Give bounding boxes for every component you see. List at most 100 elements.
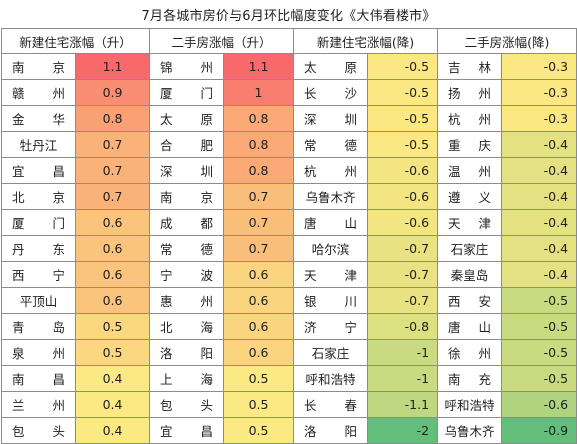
new-home-rise-value-cell[interactable]: 0.4 xyxy=(74,417,151,444)
new-home-rise-city-cell[interactable]: 包头 xyxy=(1,417,76,444)
new-home-fall-value-cell[interactable]: -0.7 xyxy=(367,287,439,314)
new-home-rise-value-cell[interactable]: 0.7 xyxy=(74,131,151,158)
new-home-rise-city-cell[interactable]: 宜昌 xyxy=(1,157,76,184)
resale-rise-city-cell[interactable]: 宜昌 xyxy=(149,417,225,444)
resale-rise-city-cell[interactable]: 合肥 xyxy=(149,131,225,158)
resale-rise-value-cell[interactable]: 1.1 xyxy=(223,53,295,80)
header-resale-rise[interactable]: 二手房涨幅（升） xyxy=(149,28,295,54)
new-home-fall-city-cell[interactable]: 银川 xyxy=(293,287,369,314)
new-home-rise-city-cell[interactable]: 平顶山 xyxy=(1,287,76,314)
new-home-rise-value-cell[interactable]: 0.4 xyxy=(74,365,151,392)
resale-fall-value-cell[interactable]: -0.4 xyxy=(501,183,577,210)
new-home-rise-value-cell[interactable]: 0.6 xyxy=(74,261,151,288)
resale-fall-city-cell[interactable]: 西安 xyxy=(437,287,503,314)
new-home-fall-city-cell[interactable]: 长沙 xyxy=(293,79,369,106)
resale-fall-city-cell[interactable]: 石家庄 xyxy=(437,235,503,262)
resale-rise-value-cell[interactable]: 0.7 xyxy=(223,183,295,210)
new-home-rise-value-cell[interactable]: 0.5 xyxy=(74,339,151,366)
new-home-rise-city-cell[interactable]: 厦门 xyxy=(1,209,76,236)
new-home-rise-city-cell[interactable]: 丹东 xyxy=(1,235,76,262)
resale-fall-value-cell[interactable]: -0.3 xyxy=(501,105,577,132)
new-home-fall-city-cell[interactable]: 哈尔滨 xyxy=(293,235,369,262)
new-home-fall-city-cell[interactable]: 唐山 xyxy=(293,209,369,236)
new-home-rise-city-cell[interactable]: 西宁 xyxy=(1,261,76,288)
new-home-fall-value-cell[interactable]: -0.5 xyxy=(367,53,439,80)
resale-fall-city-cell[interactable]: 呼和浩特 xyxy=(437,391,503,418)
new-home-rise-city-cell[interactable]: 南京 xyxy=(1,53,76,80)
new-home-fall-city-cell[interactable]: 呼和浩特 xyxy=(293,365,369,392)
resale-fall-value-cell[interactable]: -0.3 xyxy=(501,79,577,106)
resale-fall-city-cell[interactable]: 天津 xyxy=(437,209,503,236)
new-home-rise-value-cell[interactable]: 0.7 xyxy=(74,157,151,184)
resale-fall-value-cell[interactable]: -0.3 xyxy=(501,53,577,80)
resale-rise-value-cell[interactable]: 0.5 xyxy=(223,365,295,392)
resale-fall-value-cell[interactable]: -0.4 xyxy=(501,261,577,288)
resale-rise-value-cell[interactable]: 0.8 xyxy=(223,131,295,158)
new-home-fall-city-cell[interactable]: 济宁 xyxy=(293,313,369,340)
new-home-rise-value-cell[interactable]: 0.6 xyxy=(74,235,151,262)
resale-fall-value-cell[interactable]: -0.4 xyxy=(501,131,577,158)
new-home-fall-city-cell[interactable]: 乌鲁木齐 xyxy=(293,183,369,210)
resale-fall-value-cell[interactable]: -0.5 xyxy=(501,287,577,314)
new-home-fall-value-cell[interactable]: -0.5 xyxy=(367,79,439,106)
new-home-rise-value-cell[interactable]: 1.1 xyxy=(74,53,151,80)
resale-rise-city-cell[interactable]: 洛阳 xyxy=(149,339,225,366)
resale-rise-city-cell[interactable]: 太原 xyxy=(149,105,225,132)
new-home-fall-city-cell[interactable]: 太原 xyxy=(293,53,369,80)
resale-fall-value-cell[interactable]: -0.6 xyxy=(501,391,577,418)
resale-fall-value-cell[interactable]: -0.4 xyxy=(501,209,577,236)
new-home-rise-city-cell[interactable]: 泉州 xyxy=(1,339,76,366)
resale-fall-city-cell[interactable]: 遵义 xyxy=(437,183,503,210)
resale-fall-city-cell[interactable]: 重庆 xyxy=(437,131,503,158)
new-home-fall-value-cell[interactable]: -0.5 xyxy=(367,105,439,132)
new-home-fall-value-cell[interactable]: -0.8 xyxy=(367,313,439,340)
resale-fall-city-cell[interactable]: 乌鲁木齐 xyxy=(437,417,503,444)
new-home-rise-value-cell[interactable]: 0.8 xyxy=(74,105,151,132)
resale-rise-value-cell[interactable]: 0.6 xyxy=(223,339,295,366)
new-home-rise-city-cell[interactable]: 金华 xyxy=(1,105,76,132)
resale-fall-city-cell[interactable]: 扬州 xyxy=(437,79,503,106)
resale-rise-city-cell[interactable]: 包头 xyxy=(149,391,225,418)
new-home-fall-city-cell[interactable]: 杭州 xyxy=(293,157,369,184)
new-home-rise-city-cell[interactable]: 南昌 xyxy=(1,365,76,392)
resale-rise-city-cell[interactable]: 南京 xyxy=(149,183,225,210)
resale-fall-value-cell[interactable]: -0.9 xyxy=(501,417,577,444)
new-home-rise-city-cell[interactable]: 赣州 xyxy=(1,79,76,106)
resale-fall-city-cell[interactable]: 秦皇岛 xyxy=(437,261,503,288)
resale-rise-value-cell[interactable]: 0.6 xyxy=(223,287,295,314)
resale-rise-value-cell[interactable]: 0.5 xyxy=(223,391,295,418)
resale-fall-value-cell[interactable]: -0.5 xyxy=(501,365,577,392)
new-home-fall-value-cell[interactable]: -1 xyxy=(367,365,439,392)
new-home-rise-city-cell[interactable]: 青岛 xyxy=(1,313,76,340)
new-home-fall-value-cell[interactable]: -1 xyxy=(367,339,439,366)
resale-rise-value-cell[interactable]: 0.6 xyxy=(223,261,295,288)
new-home-fall-value-cell[interactable]: -2 xyxy=(367,417,439,444)
resale-fall-city-cell[interactable]: 吉林 xyxy=(437,53,503,80)
new-home-fall-value-cell[interactable]: -0.7 xyxy=(367,261,439,288)
new-home-rise-value-cell[interactable]: 0.6 xyxy=(74,209,151,236)
new-home-fall-value-cell[interactable]: -0.6 xyxy=(367,209,439,236)
resale-rise-value-cell[interactable]: 1 xyxy=(223,79,295,106)
resale-fall-city-cell[interactable]: 徐州 xyxy=(437,339,503,366)
resale-rise-value-cell[interactable]: 0.7 xyxy=(223,209,295,236)
resale-rise-value-cell[interactable]: 0.7 xyxy=(223,235,295,262)
new-home-rise-city-cell[interactable]: 牡丹江 xyxy=(1,131,76,158)
resale-rise-value-cell[interactable]: 0.8 xyxy=(223,105,295,132)
new-home-rise-value-cell[interactable]: 0.7 xyxy=(74,183,151,210)
new-home-fall-city-cell[interactable]: 洛阳 xyxy=(293,417,369,444)
resale-rise-city-cell[interactable]: 成都 xyxy=(149,209,225,236)
header-new-home-rise[interactable]: 新建住宅涨幅（升） xyxy=(0,28,151,54)
resale-fall-value-cell[interactable]: -0.5 xyxy=(501,339,577,366)
new-home-fall-city-cell[interactable]: 深圳 xyxy=(293,105,369,132)
new-home-rise-city-cell[interactable]: 兰州 xyxy=(1,391,76,418)
new-home-rise-value-cell[interactable]: 0.9 xyxy=(74,79,151,106)
resale-rise-value-cell[interactable]: 0.5 xyxy=(223,417,295,444)
resale-fall-value-cell[interactable]: -0.5 xyxy=(501,313,577,340)
resale-rise-city-cell[interactable]: 宁波 xyxy=(149,261,225,288)
resale-rise-city-cell[interactable]: 惠州 xyxy=(149,287,225,314)
new-home-rise-value-cell[interactable]: 0.5 xyxy=(74,313,151,340)
resale-fall-city-cell[interactable]: 南充 xyxy=(437,365,503,392)
new-home-fall-city-cell[interactable]: 长春 xyxy=(293,391,369,418)
new-home-fall-value-cell[interactable]: -0.6 xyxy=(367,157,439,184)
resale-rise-value-cell[interactable]: 0.8 xyxy=(223,157,295,184)
